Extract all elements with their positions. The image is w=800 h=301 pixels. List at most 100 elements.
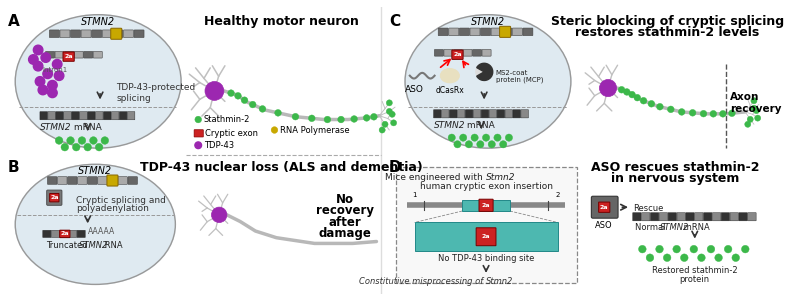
Circle shape	[386, 108, 392, 114]
FancyBboxPatch shape	[113, 30, 123, 38]
Text: TDP-43 nuclear loss (ALS and dementia): TDP-43 nuclear loss (ALS and dementia)	[140, 161, 422, 175]
FancyBboxPatch shape	[110, 28, 122, 39]
FancyBboxPatch shape	[127, 112, 135, 120]
Circle shape	[390, 120, 397, 126]
Circle shape	[742, 245, 749, 253]
Text: STMN2: STMN2	[659, 223, 689, 232]
Circle shape	[363, 115, 370, 121]
FancyBboxPatch shape	[476, 228, 496, 246]
Text: No TDP-43 binding site: No TDP-43 binding site	[438, 254, 534, 263]
FancyBboxPatch shape	[119, 112, 127, 120]
FancyBboxPatch shape	[88, 177, 98, 184]
Circle shape	[471, 134, 478, 141]
Text: Steric blocking of cryptic splicing: Steric blocking of cryptic splicing	[550, 15, 784, 28]
Text: Constitutive misprocessing of: Constitutive misprocessing of	[359, 277, 486, 286]
Circle shape	[195, 142, 202, 149]
FancyBboxPatch shape	[481, 28, 490, 36]
FancyBboxPatch shape	[48, 112, 55, 120]
Text: ASO: ASO	[595, 221, 613, 230]
FancyBboxPatch shape	[442, 110, 449, 118]
Text: STMN2: STMN2	[471, 17, 505, 26]
FancyBboxPatch shape	[481, 110, 489, 118]
FancyBboxPatch shape	[712, 213, 721, 221]
FancyBboxPatch shape	[51, 230, 59, 237]
Circle shape	[48, 80, 57, 90]
FancyBboxPatch shape	[92, 30, 102, 38]
Text: recovery: recovery	[316, 204, 374, 217]
Text: recovery: recovery	[730, 104, 782, 114]
Circle shape	[719, 110, 726, 117]
FancyBboxPatch shape	[502, 28, 512, 36]
Text: 2a: 2a	[482, 234, 490, 239]
Text: STMN2: STMN2	[81, 17, 115, 26]
FancyBboxPatch shape	[482, 49, 491, 56]
FancyBboxPatch shape	[642, 213, 650, 221]
FancyBboxPatch shape	[748, 213, 756, 221]
Text: 2a: 2a	[600, 205, 609, 210]
FancyBboxPatch shape	[479, 199, 493, 211]
FancyBboxPatch shape	[102, 30, 112, 38]
Circle shape	[386, 100, 392, 106]
Circle shape	[629, 91, 635, 98]
Text: STMN2: STMN2	[78, 166, 112, 176]
FancyBboxPatch shape	[56, 112, 63, 120]
FancyBboxPatch shape	[60, 30, 70, 38]
FancyBboxPatch shape	[730, 213, 738, 221]
Text: protein: protein	[680, 275, 710, 284]
FancyBboxPatch shape	[739, 213, 747, 221]
Text: 1: 1	[412, 192, 417, 198]
Circle shape	[379, 127, 386, 133]
FancyBboxPatch shape	[42, 230, 51, 237]
Circle shape	[350, 116, 358, 122]
Circle shape	[466, 141, 473, 148]
FancyBboxPatch shape	[58, 177, 67, 184]
Text: after: after	[329, 216, 362, 229]
Circle shape	[38, 85, 48, 95]
Text: STMN2: STMN2	[40, 123, 71, 132]
Circle shape	[53, 60, 62, 69]
Text: Mice engineered with: Mice engineered with	[386, 173, 486, 182]
Circle shape	[681, 254, 688, 262]
Circle shape	[228, 90, 234, 96]
FancyBboxPatch shape	[650, 213, 658, 221]
Ellipse shape	[15, 15, 181, 148]
Circle shape	[90, 137, 98, 144]
FancyBboxPatch shape	[434, 49, 443, 56]
Circle shape	[292, 113, 298, 120]
Text: 2a: 2a	[454, 52, 462, 57]
Circle shape	[34, 61, 43, 71]
Circle shape	[35, 77, 45, 86]
Circle shape	[690, 110, 696, 116]
Circle shape	[101, 137, 109, 144]
FancyBboxPatch shape	[414, 222, 558, 251]
Wedge shape	[477, 63, 493, 80]
FancyBboxPatch shape	[60, 230, 68, 237]
FancyBboxPatch shape	[118, 177, 127, 184]
Circle shape	[389, 111, 395, 117]
Circle shape	[482, 134, 490, 141]
FancyBboxPatch shape	[452, 50, 463, 59]
Circle shape	[309, 115, 315, 122]
FancyBboxPatch shape	[459, 28, 470, 36]
Circle shape	[338, 116, 344, 123]
FancyBboxPatch shape	[74, 51, 83, 58]
Text: Cryptic exon: Cryptic exon	[205, 129, 258, 138]
FancyBboxPatch shape	[450, 110, 457, 118]
FancyBboxPatch shape	[463, 49, 472, 56]
FancyBboxPatch shape	[438, 28, 448, 36]
Text: C: C	[389, 14, 400, 29]
FancyBboxPatch shape	[108, 177, 118, 184]
FancyBboxPatch shape	[474, 110, 481, 118]
Circle shape	[73, 143, 80, 151]
FancyBboxPatch shape	[505, 110, 513, 118]
Text: 2a: 2a	[482, 203, 490, 208]
Circle shape	[454, 141, 461, 148]
Circle shape	[673, 245, 681, 253]
Circle shape	[754, 108, 759, 114]
Circle shape	[41, 53, 50, 62]
Text: B: B	[8, 160, 19, 175]
Circle shape	[751, 98, 757, 104]
Text: STMN2: STMN2	[434, 121, 465, 130]
FancyBboxPatch shape	[123, 30, 134, 38]
FancyBboxPatch shape	[633, 213, 641, 221]
